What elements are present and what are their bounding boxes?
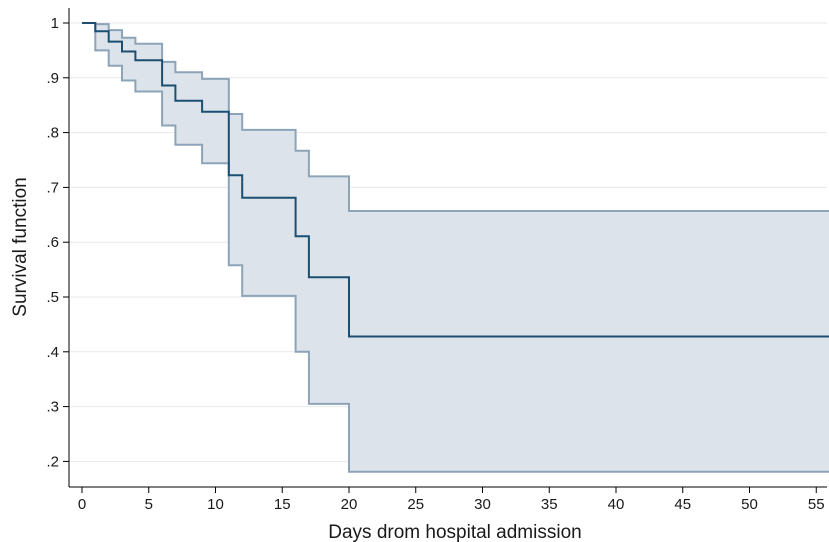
y-tick-label: .9 bbox=[46, 70, 59, 87]
y-tick-label: .4 bbox=[46, 344, 59, 361]
x-tick-label: 35 bbox=[541, 496, 558, 513]
axes bbox=[68, 8, 827, 488]
x-tick-label: 0 bbox=[78, 496, 86, 513]
y-tick-label: .8 bbox=[46, 125, 59, 142]
x-axis-ticks: 0 5 10 15 20 25 30 35 40 45 50 55 bbox=[78, 487, 825, 513]
y-tick-label: .2 bbox=[46, 453, 59, 470]
confidence-band bbox=[82, 23, 829, 472]
lower-confidence-line bbox=[82, 22, 829, 473]
x-tick-label: 30 bbox=[474, 496, 491, 513]
x-tick-label: 40 bbox=[608, 496, 625, 513]
x-axis-title: Days drom hospital admission bbox=[328, 522, 581, 542]
x-tick-label: 20 bbox=[341, 496, 358, 513]
x-tick-label: 15 bbox=[274, 496, 291, 513]
x-tick-label: 5 bbox=[145, 496, 153, 513]
y-tick-label: .7 bbox=[46, 179, 59, 196]
x-tick-label: 25 bbox=[407, 496, 424, 513]
y-tick-label: 1 bbox=[51, 15, 59, 32]
y-tick-label: .5 bbox=[46, 289, 59, 306]
x-tick-label: 45 bbox=[674, 496, 691, 513]
y-tick-label: .3 bbox=[46, 399, 59, 416]
survival-curve bbox=[82, 22, 829, 338]
x-tick-label: 10 bbox=[207, 496, 224, 513]
y-axis-title: Survival function bbox=[10, 177, 31, 316]
upper-confidence-line bbox=[82, 22, 829, 212]
x-tick-label: 50 bbox=[741, 496, 758, 513]
y-tick-label: .6 bbox=[46, 234, 59, 251]
x-tick-label: 55 bbox=[808, 496, 825, 513]
y-axis-ticks: 1 .9 .8 .7 .6 .5 .4 .3 .2 bbox=[46, 15, 69, 470]
